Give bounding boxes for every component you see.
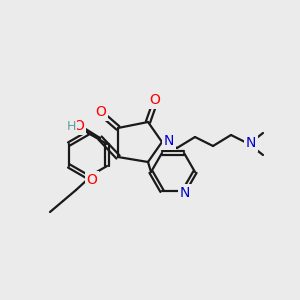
- Text: N: N: [164, 134, 174, 148]
- Text: O: O: [150, 93, 160, 107]
- Text: N: N: [180, 186, 190, 200]
- Text: O: O: [74, 119, 84, 133]
- Text: O: O: [96, 105, 106, 119]
- Text: H: H: [66, 119, 76, 133]
- Text: N: N: [246, 136, 256, 150]
- Text: O: O: [87, 173, 98, 187]
